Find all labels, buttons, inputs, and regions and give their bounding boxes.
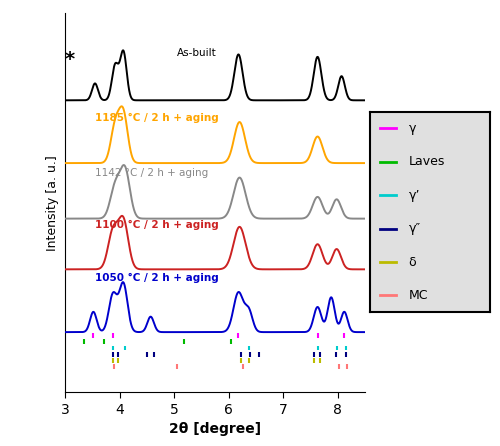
Text: 1185 °C / 2 h + aging: 1185 °C / 2 h + aging xyxy=(95,113,219,124)
Text: γ: γ xyxy=(408,122,416,135)
Text: Laves: Laves xyxy=(408,155,445,168)
Text: γ’: γ’ xyxy=(408,189,420,202)
Text: δ: δ xyxy=(408,256,416,268)
Text: *: * xyxy=(64,50,74,69)
Text: γ″: γ″ xyxy=(408,222,420,235)
Text: 1100 °C / 2 h + aging: 1100 °C / 2 h + aging xyxy=(95,219,219,230)
Text: MC: MC xyxy=(408,289,428,302)
Text: 1142 °C / 2 h + aging: 1142 °C / 2 h + aging xyxy=(95,168,208,178)
Text: 1050 °C / 2 h + aging: 1050 °C / 2 h + aging xyxy=(95,273,219,283)
X-axis label: 2θ [degree]: 2θ [degree] xyxy=(169,422,261,437)
Text: As-built: As-built xyxy=(177,48,216,58)
Y-axis label: Intensity [a. u.]: Intensity [a. u.] xyxy=(46,155,60,251)
